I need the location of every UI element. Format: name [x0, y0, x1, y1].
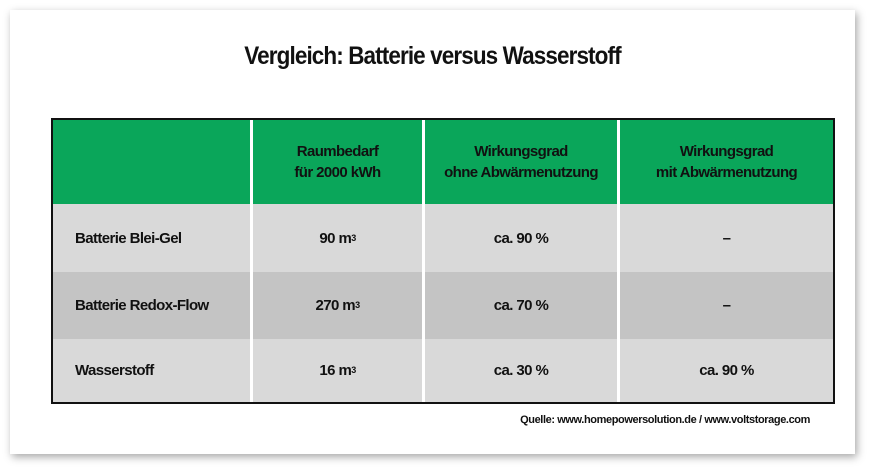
source-note: Quelle: www.homepowersolution.de / www.v… — [520, 414, 810, 426]
comparison-table: Raumbedarf für 2000 kWh Wirkungsgrad ohne … — [51, 118, 835, 404]
header-line: Raumbedarf — [296, 143, 379, 160]
cell-eff-with: – — [620, 272, 833, 339]
header-line: für 2000 kWh — [294, 164, 381, 181]
header-line: mit Abwärmenutzung — [655, 164, 798, 181]
row-label: Batterie Redox-Flow — [53, 272, 250, 339]
space-value: 16 m — [319, 362, 352, 379]
cell-eff-with: ca. 90 % — [620, 339, 833, 402]
cell-eff-without: ca. 70 % — [425, 272, 617, 339]
cell-eff-without: ca. 90 % — [425, 204, 617, 272]
header-line: Wirkungsgrad — [474, 143, 568, 160]
cell-eff-with: – — [620, 204, 833, 272]
cell-eff-without: ca. 30 % — [425, 339, 617, 402]
unit-sup: 3 — [355, 300, 360, 310]
header-line: ohne Abwärmenutzung — [444, 164, 598, 181]
header-line: Wirkungsgrad — [679, 143, 774, 160]
header-eff-with: Wirkungsgrad mit Abwärmenutzung — [620, 120, 833, 204]
page-title: Vergleich: Batterie versus Wasserstoff — [244, 42, 621, 70]
space-value: 90 m — [319, 229, 352, 247]
header-space: Raumbedarf für 2000 kWh — [253, 120, 422, 204]
space-value: 270 m — [315, 297, 356, 314]
row-label: Batterie Blei-Gel — [53, 204, 250, 272]
unit-sup: 3 — [351, 365, 356, 375]
header-eff-without: Wirkungsgrad ohne Abwärmenutzung — [425, 120, 617, 204]
unit-sup: 3 — [351, 232, 356, 243]
header-empty — [53, 120, 250, 204]
infographic-card: Vergleich: Batterie versus Wasserstoff R… — [10, 10, 855, 454]
row-label: Wasserstoff — [53, 339, 250, 402]
